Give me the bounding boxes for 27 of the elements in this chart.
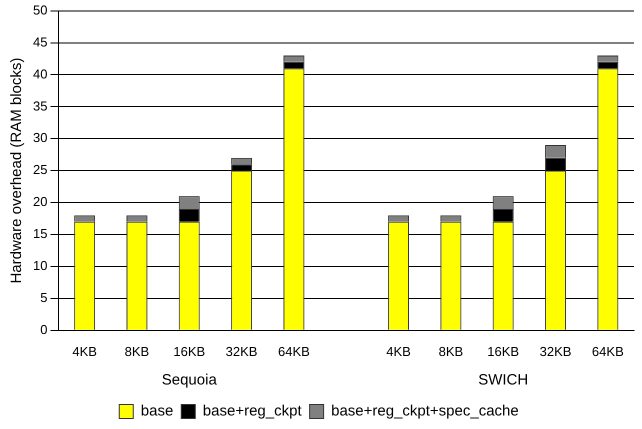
y-tick-label: 45 xyxy=(32,34,48,50)
y-tick-label: 20 xyxy=(32,194,48,210)
y-tick-label: 10 xyxy=(32,258,48,274)
x-tick-label: 8KB xyxy=(124,344,150,359)
x-tick-label: 32KB xyxy=(540,344,572,359)
y-tick-label: 0 xyxy=(40,322,48,337)
legend-label: base+reg_ckpt xyxy=(202,402,302,420)
x-tick-label: 8KB xyxy=(438,344,464,359)
y-tick-label: 5 xyxy=(40,290,48,306)
x-tick-label: 16KB xyxy=(173,344,206,359)
legend-label: base xyxy=(140,402,174,420)
x-tick-label: 16KB xyxy=(487,344,520,359)
y-tick-label: 40 xyxy=(32,66,48,82)
x-tick-label: 32KB xyxy=(226,344,258,359)
y-tick-label: 50 xyxy=(32,2,48,18)
legend-label: base+reg_ckpt+spec_cache xyxy=(331,402,519,420)
text: SWICH xyxy=(478,372,528,389)
y-tick-label: 30 xyxy=(32,130,48,146)
x-tick-label: 64KB xyxy=(278,344,310,359)
y-tick-label: 15 xyxy=(32,226,48,242)
x-tick-label: 4KB xyxy=(72,344,97,359)
x-tick-label: 4KB xyxy=(386,344,411,359)
y-tick-label: 35 xyxy=(32,98,48,114)
y-tick-label: 25 xyxy=(32,162,48,178)
y-axis-title: Hardware overhead (RAM blocks) xyxy=(8,58,26,284)
x-tick-label: 64KB xyxy=(592,344,624,359)
text: Sequoia xyxy=(162,372,218,389)
